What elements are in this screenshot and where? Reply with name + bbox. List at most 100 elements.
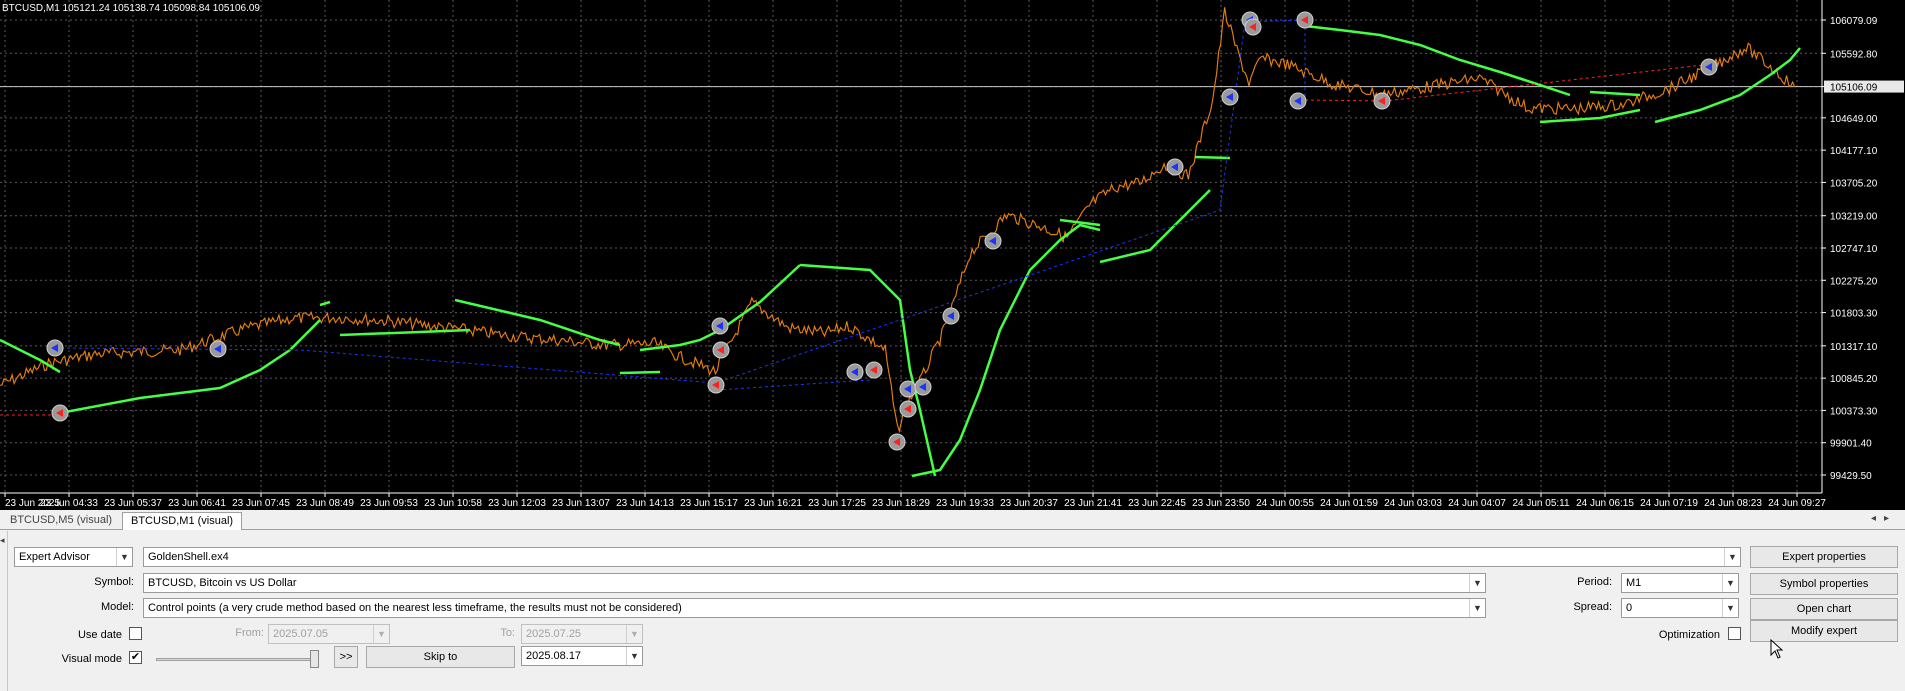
tester-side-handle[interactable]: ◂: [0, 531, 8, 691]
indicator-line: [454, 298, 621, 347]
indicator-line: [639, 264, 801, 352]
price-tick-label: 103219.00: [1830, 212, 1878, 223]
indicator-line: [799, 263, 937, 477]
modify-expert-button[interactable]: Modify expert: [1750, 620, 1898, 642]
time-tick-label: 23 Jun 19:33: [936, 498, 994, 509]
time-tick-label: 23 Jun 18:29: [872, 498, 930, 509]
indicator-line: [0, 338, 61, 374]
visual-speed-slider[interactable]: [156, 650, 320, 668]
symbol-properties-button[interactable]: Symbol properties: [1750, 573, 1898, 595]
time-tick-label: 23 Jun 17:25: [808, 498, 866, 509]
buy-arrow-icon: [947, 312, 954, 320]
chevron-down-icon: ▼: [626, 647, 642, 665]
chevron-down-icon: ▼: [116, 548, 132, 566]
time-tick-label: 24 Jun 07:19: [1640, 498, 1698, 509]
tab-btcusd-m1[interactable]: BTCUSD,M1 (visual): [122, 512, 243, 530]
buy-arrow-icon: [51, 344, 58, 352]
price-tick-label: 105592.80: [1830, 49, 1878, 60]
collapse-arrow-icon[interactable]: ◂: [0, 535, 5, 545]
time-tick-label: 24 Jun 08:23: [1704, 498, 1762, 509]
use-date-checkbox[interactable]: [129, 627, 142, 640]
buy-arrow-icon: [1226, 93, 1233, 101]
current-price-tag-label: 105106.09: [1830, 83, 1878, 94]
optimization-label: Optimization: [1658, 629, 1720, 641]
time-tick-label: 24 Jun 03:03: [1384, 498, 1442, 509]
tab-scroll-arrows[interactable]: ◂▸: [1870, 513, 1897, 524]
time-tick-label: 23 Jun 23:50: [1192, 498, 1250, 509]
indicator-line: [911, 223, 1101, 478]
period-select[interactable]: M1 ▼: [1621, 573, 1739, 593]
optimization-checkbox[interactable]: [1728, 627, 1741, 640]
period-label: Period:: [1577, 576, 1612, 588]
indicator-line: [1654, 47, 1801, 124]
buy-arrow-icon: [1705, 63, 1712, 71]
sell-arrow-icon: [1301, 16, 1308, 24]
time-tick-label: 23 Jun 15:17: [680, 498, 738, 509]
sell-arrow-icon: [717, 346, 724, 354]
use-date-label: Use date: [77, 629, 122, 641]
buy-arrow-icon: [1294, 97, 1301, 105]
slider-thumb[interactable]: [310, 650, 319, 668]
indicator-line: [319, 300, 331, 307]
open-chart-button[interactable]: Open chart: [1750, 598, 1898, 620]
model-select[interactable]: Control points (a very crude method base…: [143, 598, 1486, 618]
skip-to-button[interactable]: Skip to: [366, 646, 515, 668]
spread-label: Spread:: [1573, 601, 1612, 613]
tester-panel: ◂ Expert Advisor ▼ GoldenShell.ex4 ▼ Exp…: [0, 531, 1905, 691]
tab-btcusd-m5[interactable]: BTCUSD,M5 (visual): [10, 514, 113, 526]
chart-canvas: 106079.09 105592.80 105106.09 104649.00 1041…: [0, 0, 1905, 510]
chevron-down-icon: ▼: [1469, 574, 1485, 592]
buy-arrow-icon: [851, 368, 858, 376]
indicator-line: [1099, 189, 1211, 264]
time-tick-label: 23 Jun 22:45: [1128, 498, 1186, 509]
price-tick-label: 100845.20: [1830, 374, 1878, 385]
buy-arrow-icon: [1171, 163, 1178, 171]
price-chart[interactable]: 106079.09 105592.80 105106.09 104649.00 1041…: [0, 0, 1905, 510]
chevron-down-icon: ▼: [1724, 548, 1740, 566]
to-date-value: 2025.07.25: [526, 628, 582, 640]
time-tick-label: 23 Jun 20:37: [1000, 498, 1058, 509]
skip-date-picker[interactable]: 2025.08.17 ▼: [521, 646, 643, 666]
skip-date-value: 2025.08.17: [526, 650, 582, 662]
spread-select[interactable]: 0 ▼: [1621, 598, 1739, 618]
sell-arrow-icon: [904, 405, 911, 413]
price-tick-label: 104177.10: [1830, 146, 1878, 157]
sell-arrow-icon: [56, 409, 63, 417]
model-value: Control points (a very crude method base…: [148, 602, 682, 614]
indicator-line: [619, 370, 661, 375]
price-tick-label: 101803.30: [1830, 309, 1878, 320]
current-price-tag: [1824, 80, 1904, 93]
price-tick-label: 99901.40: [1830, 439, 1872, 450]
sell-arrow-icon: [893, 438, 900, 446]
indicator-line: [1059, 218, 1101, 227]
price-tick-label: 103705.20: [1830, 178, 1878, 189]
from-date-picker[interactable]: 2025.07.05 ▼: [268, 624, 390, 644]
price-tick-label: 99429.50: [1830, 471, 1872, 482]
fast-forward-button[interactable]: >>: [334, 646, 358, 668]
mouse-cursor-icon: [1770, 639, 1784, 659]
expert-properties-button[interactable]: Expert properties: [1750, 546, 1898, 568]
chevron-down-icon: ▼: [373, 625, 389, 643]
chevron-down-icon: ▼: [1469, 599, 1485, 617]
to-date-picker[interactable]: 2025.07.25 ▼: [521, 624, 643, 644]
time-tick-label: 24 Jun 01:59: [1320, 498, 1378, 509]
indicator-line: [1304, 24, 1571, 97]
chevron-down-icon: ▼: [1722, 599, 1738, 617]
from-label: From:: [235, 627, 264, 639]
indicator-line: [1194, 155, 1231, 160]
visual-mode-checkbox[interactable]: ✔: [129, 651, 142, 664]
symbol-select[interactable]: BTCUSD, Bitcoin vs US Dollar ▼: [143, 573, 1486, 593]
expert-select[interactable]: GoldenShell.ex4 ▼: [143, 547, 1741, 567]
slider-track[interactable]: [156, 658, 316, 661]
sell-arrow-icon: [1378, 97, 1385, 105]
price-series-shadow: [0, 7, 1795, 433]
time-tick-label: 24 Jun 09:27: [1768, 498, 1826, 509]
buy-arrow-icon: [716, 322, 723, 330]
mode-select[interactable]: Expert Advisor ▼: [14, 547, 133, 567]
indicator-line: [1589, 90, 1641, 97]
time-tick-label: 23 Jun 04:33: [40, 498, 98, 509]
chart-tab-bar: BTCUSD,M5 (visual) BTCUSD,M1 (visual) ◂▸: [0, 510, 1905, 530]
indicator-line: [1539, 108, 1641, 124]
price-tick-label: 102275.20: [1830, 276, 1878, 287]
